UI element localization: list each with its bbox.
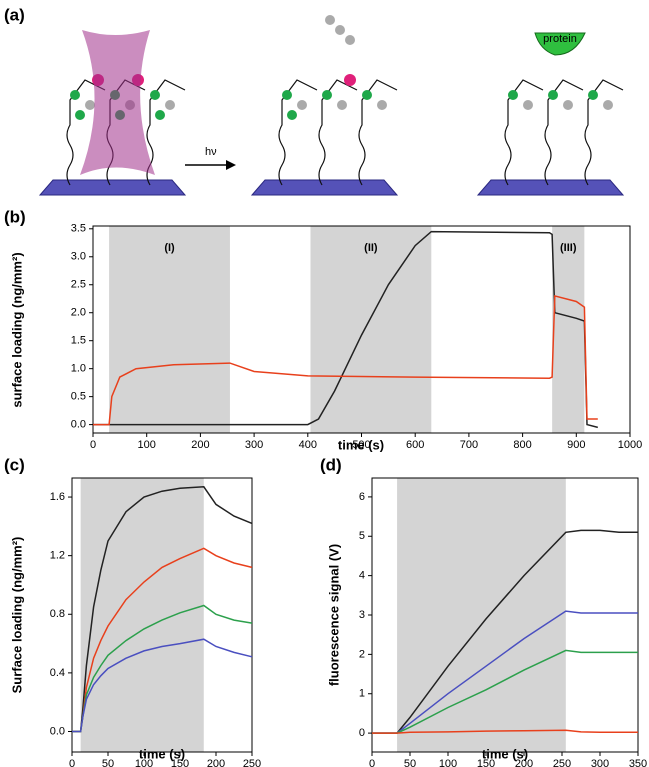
diagram: (a) hν protein <box>4 5 625 196</box>
x-tick-label: 150 <box>477 758 495 767</box>
surface <box>250 179 399 196</box>
x-tick-label: 200 <box>515 758 533 767</box>
y-tick-label: 0.0 <box>71 419 86 431</box>
region-label: (III) <box>560 242 577 254</box>
x-tick-label: 900 <box>567 439 585 451</box>
x-tick-label: 600 <box>406 439 424 451</box>
y-tick-label: 3.0 <box>71 251 86 263</box>
x-tick-label: 350 <box>629 758 647 767</box>
x-tick-label: 700 <box>460 439 478 451</box>
x-tick-label: 100 <box>138 439 156 451</box>
y-tick-label: 1.0 <box>71 363 86 375</box>
y-tick-label: 2.5 <box>71 279 86 291</box>
region-label: (II) <box>364 242 378 254</box>
x-axis-label: time (s) <box>338 437 384 452</box>
shaded-region <box>109 226 230 433</box>
x-tick-label: 300 <box>245 439 263 451</box>
y-tick-label: 3 <box>359 609 365 621</box>
data-line <box>93 294 598 426</box>
x-axis-label: time (s) <box>139 746 185 761</box>
data-line <box>372 649 638 734</box>
protein-label: protein <box>543 33 577 45</box>
shaded-region <box>397 478 566 752</box>
x-tick-label: 0 <box>90 439 96 451</box>
y-axis-label: surface loading (ng/mm²) <box>9 252 24 407</box>
x-tick-label: 0 <box>369 758 375 767</box>
x-tick-label: 400 <box>299 439 317 451</box>
surface <box>38 179 187 196</box>
plot-frame <box>71 477 253 753</box>
y-tick-label: 2.0 <box>71 307 86 319</box>
x-tick-label: 150 <box>171 758 189 767</box>
y-axis-label: Surface loading (ng/mm²) <box>9 537 24 694</box>
y-tick-label: 1.2 <box>50 550 65 562</box>
y-tick-label: 1.5 <box>71 335 86 347</box>
panel-label: (d) <box>320 455 342 474</box>
panel-label: (b) <box>4 207 26 226</box>
x-tick-label: 100 <box>135 758 153 767</box>
y-tick-label: 0.5 <box>71 391 86 403</box>
arrow-head <box>226 160 236 170</box>
x-tick-label: 200 <box>207 758 225 767</box>
data-line <box>372 529 638 734</box>
protein <box>534 32 586 56</box>
x-tick-label: 50 <box>404 758 416 767</box>
x-tick-label: 1000 <box>618 439 642 451</box>
panel-label: (c) <box>4 455 25 474</box>
x-tick-label: 250 <box>553 758 571 767</box>
shaded-region <box>80 478 204 752</box>
light-beam <box>80 30 155 175</box>
x-tick-label: 300 <box>591 758 609 767</box>
x-tick-label: 50 <box>102 758 114 767</box>
y-tick-label: 1.6 <box>50 491 65 503</box>
data-line <box>72 638 253 733</box>
chains <box>66 79 624 186</box>
region-label: (I) <box>164 242 175 254</box>
y-tick-label: 6 <box>359 491 365 503</box>
data-line <box>372 610 638 734</box>
y-tick-label: 1 <box>359 688 365 700</box>
x-tick-label: 100 <box>439 758 457 767</box>
y-axis-label: fluorescence signal (V) <box>326 544 341 686</box>
y-tick-label: 3.5 <box>71 223 86 235</box>
y-tick-label: 0.0 <box>50 725 65 737</box>
x-tick-label: 200 <box>191 439 209 451</box>
x-tick-label: 0 <box>69 758 75 767</box>
data-line <box>372 729 638 734</box>
y-tick-label: 0.8 <box>50 608 65 620</box>
y-tick-label: 4 <box>359 570 365 582</box>
sugars <box>70 15 613 120</box>
x-tick-label: 800 <box>513 439 531 451</box>
y-tick-label: 0.4 <box>50 667 65 679</box>
data-line <box>93 230 598 429</box>
panel-label: (a) <box>4 5 25 24</box>
x-tick-label: 500 <box>352 439 370 451</box>
x-axis-label: time (s) <box>482 746 528 761</box>
y-tick-label: 0 <box>359 727 365 739</box>
y-tick-label: 2 <box>359 648 365 660</box>
data-line <box>72 486 253 733</box>
shaded-region <box>552 226 585 433</box>
surface <box>476 179 625 196</box>
y-tick-label: 5 <box>359 530 365 542</box>
x-tick-label: 250 <box>243 758 261 767</box>
arrow-label: hν <box>205 146 217 158</box>
